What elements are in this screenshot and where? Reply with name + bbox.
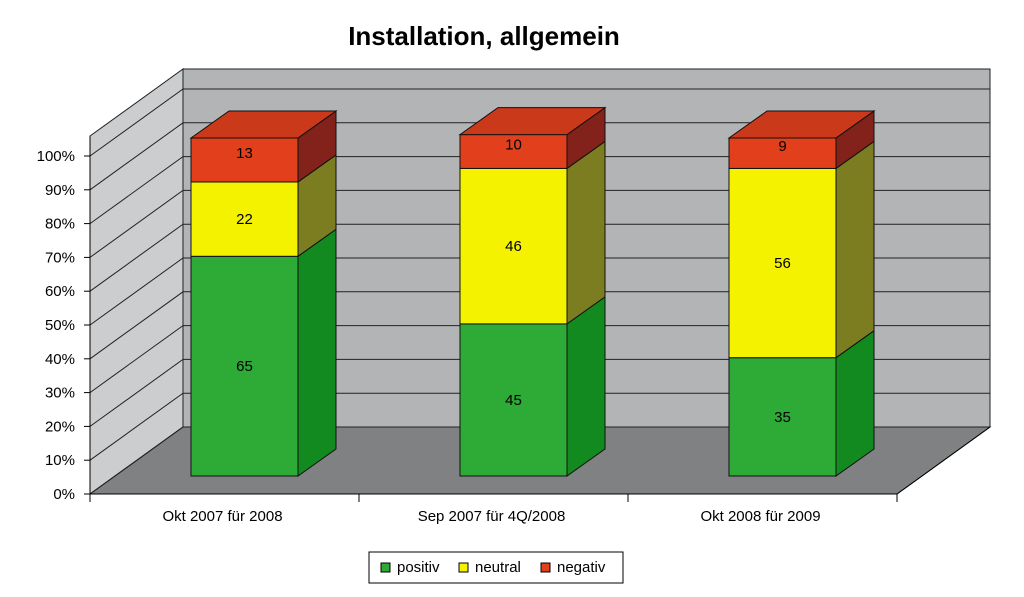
bar-negativ-top (727, 110, 876, 139)
data-label: 35 (774, 409, 791, 426)
bar-neutral-front (459, 167, 568, 325)
x-tick-label: Okt 2007 für 2008 (162, 508, 282, 525)
legend-swatch-neutral (458, 562, 469, 573)
y-tick-label: 100% (37, 148, 75, 165)
bar-positiv-side (566, 295, 606, 477)
bar-negativ-top (458, 107, 607, 136)
bar-positiv-front (190, 255, 299, 477)
bar-positiv-front (728, 357, 837, 477)
floor-edge (896, 426, 991, 495)
data-label: 22 (236, 211, 253, 228)
y-tick-label: 40% (45, 351, 75, 368)
bar-neutral-side (835, 140, 875, 359)
gridline (89, 291, 990, 360)
x-axis: Okt 2007 für 2008 Sep 2007 für 4Q/2008 Okt… (89, 426, 991, 525)
y-tick-label: 80% (45, 216, 75, 233)
bar-neutral-front (728, 167, 837, 359)
x-tick-label: Sep 2007 für 4Q/2008 (418, 508, 566, 525)
data-label: 56 (774, 255, 791, 272)
bar-negativ-top (189, 110, 338, 139)
bar-negativ-front (459, 134, 568, 169)
bar-positiv-front (459, 323, 568, 477)
data-label: 46 (505, 238, 522, 255)
y-tick-label: 0% (53, 486, 75, 503)
gridline (89, 358, 990, 427)
legend-swatch-positiv (380, 562, 391, 573)
data-label: 65 (236, 358, 253, 375)
gridline (89, 189, 990, 258)
gridline (89, 122, 990, 191)
data-label: 45 (505, 392, 522, 409)
gridline (89, 257, 990, 326)
chart-title: Installation, allgemein (348, 21, 620, 51)
gridline (89, 88, 990, 157)
data-label: 10 (505, 137, 522, 154)
legend-label-neutral: neutral (475, 559, 521, 576)
gridline (89, 392, 990, 461)
legend-label-positiv: positiv (397, 559, 440, 576)
bar-positiv-side (297, 228, 337, 477)
bar-neutral-side (566, 140, 606, 325)
legend: positiv neutral negativ (368, 551, 624, 584)
bars: 65 22 13 45 46 10 35 56 9 (189, 106, 876, 477)
legend-label-negativ: negativ (557, 559, 606, 576)
y-axis: 0% 10% 20% 30% 40% 50% 60% 70% 80% 90% 100% (37, 136, 91, 503)
y-tick-label: 90% (45, 182, 75, 199)
data-label: 9 (778, 138, 786, 155)
gridline (89, 156, 990, 225)
y-tick-label: 30% (45, 385, 75, 402)
x-tick-label: Okt 2008 für 2009 (700, 508, 820, 525)
gridline (89, 426, 990, 495)
gridline (89, 223, 990, 292)
y-tick-label: 50% (45, 317, 75, 334)
y-tick-label: 70% (45, 249, 75, 266)
legend-box (368, 551, 624, 584)
legend-swatch-negativ (540, 562, 551, 573)
y-tick-label: 10% (45, 452, 75, 469)
gridline (89, 325, 990, 394)
data-label: 13 (236, 145, 253, 162)
gridlines (89, 88, 990, 495)
y-tick-label: 60% (45, 283, 75, 300)
y-tick-label: 20% (45, 418, 75, 435)
